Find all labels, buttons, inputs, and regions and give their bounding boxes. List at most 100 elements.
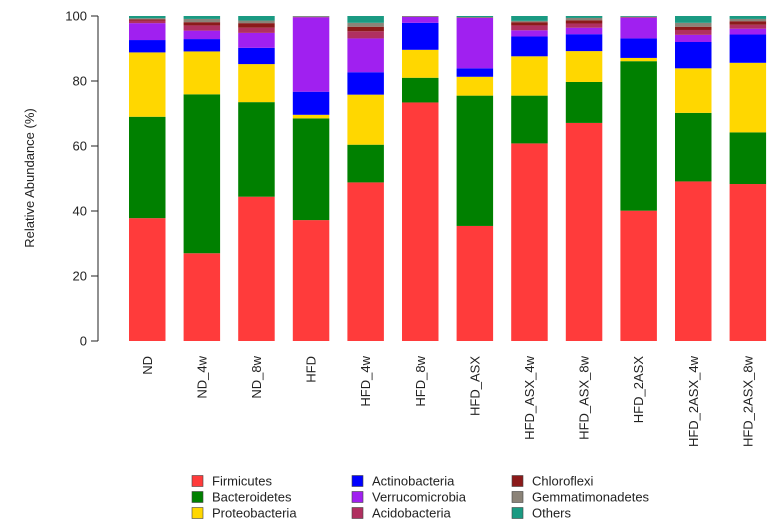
bar-segment-bacteroidetes [620, 61, 657, 211]
y-tick-label: 80 [73, 74, 87, 89]
bar-segment-actinobacteria [402, 22, 439, 50]
bar-group-HFD_ASX_8w [565, 16, 603, 341]
bar-segment-verrucomicrobia [675, 34, 712, 42]
legend-item-bacteroidetes: Bacteroidetes [191, 490, 292, 505]
legend-label: Firmicutes [212, 474, 272, 489]
bar-segment-proteobacteria [565, 51, 603, 82]
bar-segment-bacteroidetes [511, 95, 548, 144]
bar-segment-chloroflexi [729, 21, 767, 25]
bar-segment-firmicutes [238, 196, 275, 341]
legend-item-chloroflexi: Chloroflexi [511, 474, 594, 489]
legend-label: Proteobacteria [212, 506, 297, 521]
bar-segment-verrucomicrobia [347, 38, 384, 73]
bar-segment-gemmatimonadetes [183, 18, 221, 23]
bar-segment-gemmatimonadetes [347, 22, 384, 27]
bar-segment-chloroflexi [511, 22, 548, 26]
bar-segment-firmicutes [347, 182, 384, 341]
bar-segment-firmicutes [620, 210, 657, 341]
bar-segment-firmicutes [129, 218, 166, 341]
bar-segment-proteobacteria [402, 49, 439, 78]
bar-segment-acidobacteria [729, 24, 767, 29]
bar-segment-actinobacteria [129, 40, 166, 53]
bar-segment-acidobacteria [511, 25, 548, 31]
bar-segment-others [511, 16, 548, 21]
y-axis: 0 20 40 60 80 100 [65, 9, 99, 349]
bar-segment-acidobacteria [183, 25, 221, 31]
bar-segment-actinobacteria [238, 47, 275, 65]
bar-segment-verrucomicrobia [129, 23, 166, 41]
bar-segment-chloroflexi [183, 22, 221, 26]
bar-segment-gemmatimonadetes [565, 17, 603, 21]
legend-swatch [191, 507, 204, 519]
bar-segment-proteobacteria [729, 62, 767, 133]
legend-label: Bacteroidetes [212, 490, 292, 505]
bar-segment-bacteroidetes [292, 118, 330, 221]
bar-segment-acidobacteria [565, 23, 603, 28]
category-label: ND_8w [249, 355, 264, 398]
legend-label: Chloroflexi [532, 474, 594, 489]
bar-segment-others [347, 16, 384, 23]
bar-segment-firmicutes [511, 143, 548, 341]
bar-group-HFD_2ASX [620, 16, 657, 341]
bar-segment-acidobacteria [675, 29, 712, 35]
legend-swatch [511, 491, 524, 503]
bar-group-HFD_2ASX_8w [729, 16, 767, 341]
bar-segment-verrucomicrobia [402, 16, 439, 23]
y-tick-label: 0 [80, 334, 87, 349]
bar-segment-chloroflexi [565, 20, 603, 24]
legend-label: Acidobacteria [372, 506, 452, 521]
legend-swatch [191, 475, 204, 487]
legend-label: Others [532, 506, 572, 521]
bar-segment-verrucomicrobia [620, 17, 657, 39]
bar-segment-gemmatimonadetes [129, 18, 166, 20]
bar-segment-others [729, 16, 767, 19]
category-label: HFD_2ASX_8w [740, 355, 755, 447]
y-axis-title: Relative Abundance (%) [22, 108, 37, 247]
legend-item-actinobacteria: Actinobacteria [351, 474, 455, 489]
bar-segment-proteobacteria [456, 76, 494, 96]
bar-segment-actinobacteria [183, 39, 221, 52]
bar-segment-bacteroidetes [129, 116, 166, 219]
bar-segment-chloroflexi [675, 26, 712, 30]
legend-swatch [351, 507, 364, 519]
bar-segment-actinobacteria [729, 34, 767, 63]
bar-segment-bacteroidetes [238, 102, 275, 197]
y-tick-label: 20 [73, 269, 87, 284]
bar-segment-proteobacteria [238, 64, 275, 103]
bar-segment-bacteroidetes [183, 94, 221, 254]
bar-segment-bacteroidetes [456, 95, 494, 226]
y-tick-label: 60 [73, 139, 87, 154]
bar-segment-firmicutes [675, 181, 712, 341]
bar-segment-proteobacteria [347, 94, 384, 145]
bar-segment-actinobacteria [347, 72, 384, 95]
bar-segment-firmicutes [402, 102, 439, 341]
bar-segment-proteobacteria [183, 51, 221, 95]
category-label: HFD [304, 356, 319, 383]
bar-segment-proteobacteria [129, 52, 166, 117]
bar-group-ND_4w [183, 16, 221, 341]
bar-segment-gemmatimonadetes [511, 20, 548, 23]
bar-segment-others [129, 16, 166, 19]
category-label: ND_4w [194, 355, 209, 398]
bars [129, 16, 767, 341]
bar-group-HFD_4w [347, 16, 384, 341]
legend-swatch [351, 475, 364, 487]
legend-label: Gemmatimonadetes [532, 490, 650, 505]
category-label: HFD_2ASX_4w [686, 355, 701, 447]
legend-item-firmicutes: Firmicutes [191, 474, 272, 489]
bar-segment-firmicutes [183, 253, 221, 341]
category-label: HFD_2ASX [631, 356, 646, 424]
category-label: HFD_4w [358, 355, 373, 406]
bar-segment-verrucomicrobia [292, 17, 330, 92]
bar-segment-bacteroidetes [565, 81, 603, 123]
bar-segment-verrucomicrobia [238, 32, 275, 48]
legend-item-acidobacteria: Acidobacteria [351, 506, 452, 521]
legend-label: Actinobacteria [372, 474, 455, 489]
bar-segment-acidobacteria [238, 27, 275, 33]
bar-segment-others [675, 16, 712, 23]
bar-group-ND [129, 16, 166, 341]
bar-segment-firmicutes [729, 184, 767, 341]
legend-item-others: Others [511, 506, 572, 521]
